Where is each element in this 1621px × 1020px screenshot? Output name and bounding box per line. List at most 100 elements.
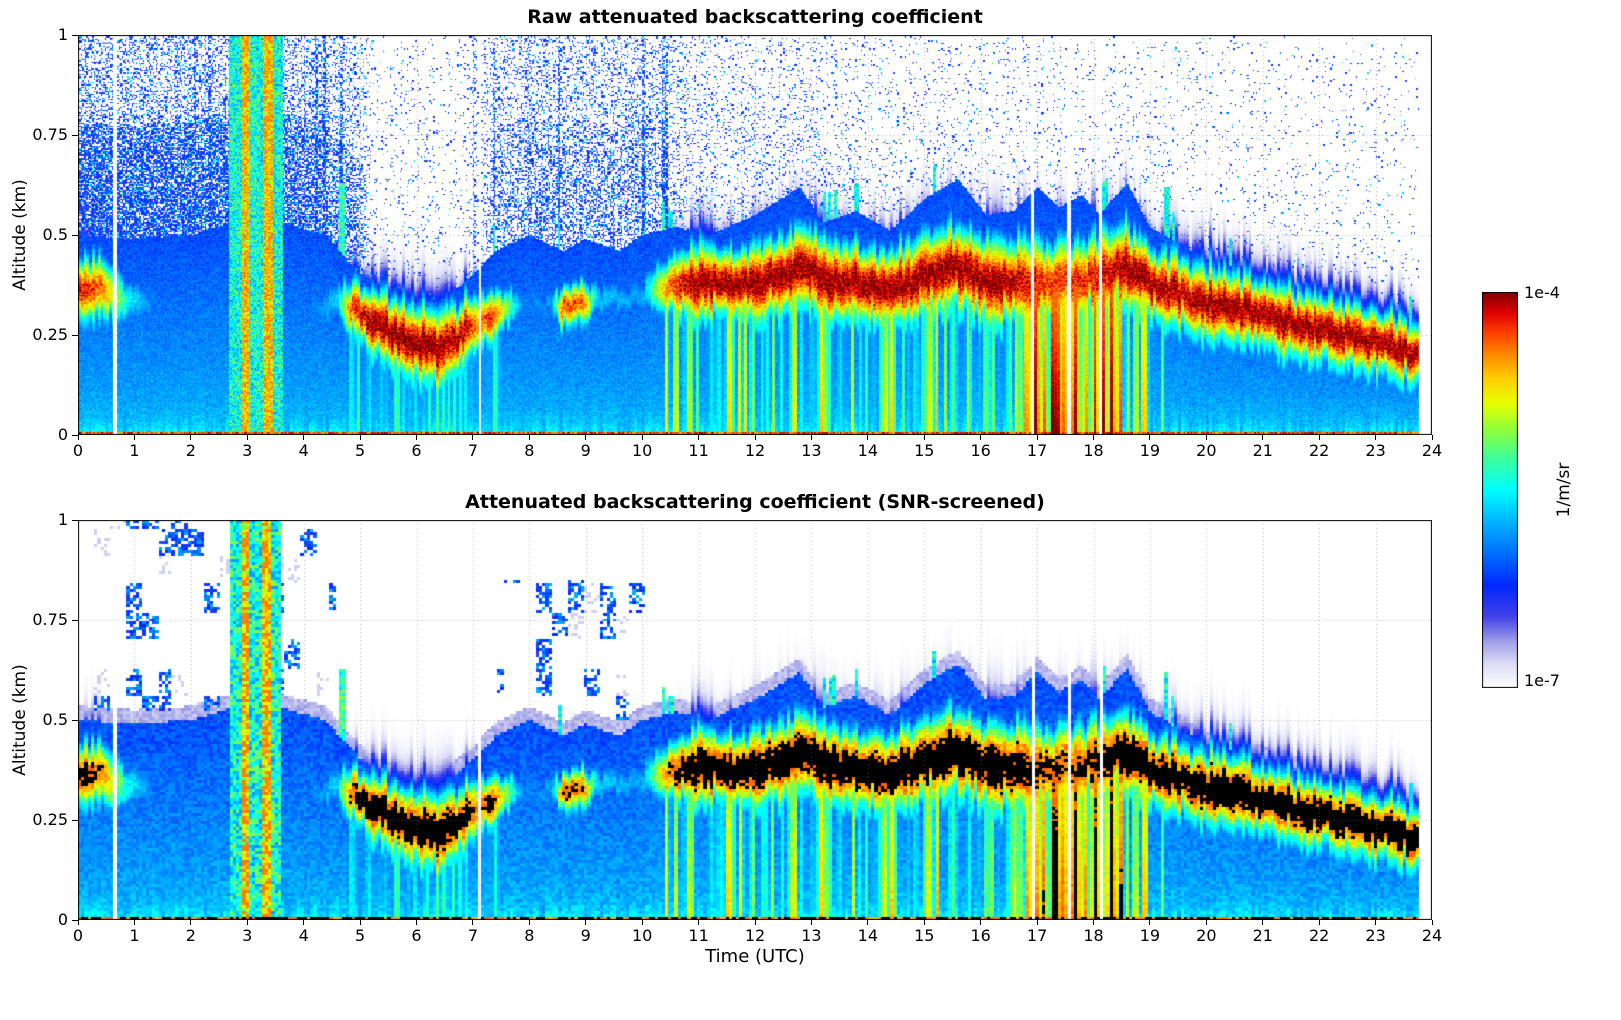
y-tick [72, 234, 78, 236]
y-tick-label: 0.25 [32, 325, 68, 344]
y-tick [72, 434, 78, 436]
x-tick-label: 7 [467, 441, 478, 460]
x-tick [698, 435, 700, 440]
colorbar-min-label: 1e-7 [1524, 671, 1560, 690]
x-tick-label: 23 [1365, 441, 1386, 460]
x-tick [1375, 920, 1377, 925]
x-tick [698, 920, 700, 925]
y-tick-label: 0.25 [32, 810, 68, 829]
y-tick-label: 0.75 [32, 125, 68, 144]
x-tick [1375, 435, 1377, 440]
x-tick [416, 920, 417, 925]
colorbar-units-label: 1/m/sr [1554, 462, 1574, 518]
x-tick [867, 920, 869, 925]
x-tick [472, 920, 474, 925]
x-tick [359, 435, 361, 440]
x-tick-label: 0 [72, 441, 84, 460]
x-tick-label: 14 [857, 441, 878, 460]
y-tick [72, 34, 78, 36]
x-tick [1431, 920, 1433, 925]
x-tick [1262, 435, 1264, 440]
y-tick-label: 0.75 [32, 610, 68, 629]
x-tick-label: 24 [1421, 926, 1443, 945]
y-tick-label: 0 [57, 425, 68, 444]
x-tick [1318, 920, 1320, 925]
x-tick [641, 435, 643, 440]
x-tick-label: 8 [524, 441, 535, 460]
y-tick-label: 0.5 [42, 710, 68, 729]
x-tick [77, 920, 79, 925]
x-tick-label: 19 [1139, 441, 1161, 460]
x-tick [867, 435, 869, 440]
x-tick-label: 6 [411, 926, 422, 945]
x-tick-label: 18 [1083, 926, 1104, 945]
x-tick-label: 23 [1365, 926, 1386, 945]
x-tick [1149, 435, 1151, 440]
x-tick [923, 920, 925, 925]
x-tick-label: 14 [857, 926, 878, 945]
x-tick [923, 435, 925, 440]
x-tick [1036, 435, 1038, 440]
x-tick [303, 920, 305, 925]
x-tick-label: 2 [185, 441, 196, 460]
x-tick [246, 435, 248, 440]
x-tick-label: 20 [1196, 926, 1217, 945]
x-tick-label: 1 [129, 926, 140, 945]
x-tick-label: 3 [242, 441, 253, 460]
x-tick [980, 920, 982, 925]
x-tick-label: 16 [970, 441, 991, 460]
x-tick [810, 920, 812, 925]
x-tick-label: 22 [1308, 441, 1330, 460]
x-tick [641, 920, 643, 925]
x-tick-label: 3 [242, 926, 253, 945]
x-tick [133, 920, 135, 925]
x-tick-label: 9 [580, 926, 591, 945]
x-tick [1205, 920, 1207, 925]
x-tick-label: 22 [1308, 926, 1330, 945]
y-tick [72, 819, 78, 821]
y-tick-label: 1 [57, 510, 68, 529]
panel1-heatmap-canvas [78, 35, 1432, 435]
x-tick-label: 21 [1252, 926, 1273, 945]
x-tick-label: 17 [1026, 441, 1048, 460]
x-tick-label: 5 [354, 441, 366, 460]
colorbar-max-label: 1e-4 [1524, 283, 1560, 302]
x-tick-label: 12 [744, 926, 766, 945]
x-tick [980, 435, 982, 440]
x-tick [1093, 920, 1094, 925]
x-tick [472, 435, 474, 440]
panel1-title: Raw attenuated backscattering coefficien… [527, 6, 983, 28]
x-tick [585, 920, 587, 925]
x-tick-label: 12 [744, 441, 766, 460]
x-tick-label: 9 [580, 441, 591, 460]
x-tick [754, 435, 756, 440]
x-tick [1318, 435, 1320, 440]
x-tick-label: 10 [631, 926, 653, 945]
x-tick-label: 20 [1196, 441, 1217, 460]
x-tick [1205, 435, 1207, 440]
x-tick [585, 435, 587, 440]
x-tick-label: 11 [688, 926, 709, 945]
x-tick [416, 435, 417, 440]
x-tick-label: 1 [129, 441, 140, 460]
y-tick [72, 619, 78, 621]
x-tick-label: 18 [1083, 441, 1104, 460]
panel2-title: Attenuated backscattering coefficient (S… [465, 491, 1045, 513]
x-tick-label: 11 [688, 441, 709, 460]
x-tick [190, 920, 192, 925]
x-tick-label: 2 [185, 926, 196, 945]
x-tick [1093, 435, 1094, 440]
x-tick [810, 435, 812, 440]
x-tick [528, 920, 530, 925]
y-tick-label: 0 [57, 910, 68, 929]
x-tick-label: 19 [1139, 926, 1161, 945]
x-tick [1036, 920, 1038, 925]
x-tick [1149, 920, 1151, 925]
y-tick [72, 334, 78, 336]
x-tick-label: 15 [914, 926, 935, 945]
x-tick-label: 0 [72, 926, 84, 945]
panel2-heatmap-canvas [78, 520, 1432, 920]
x-tick [1262, 920, 1264, 925]
x-tick-label: 24 [1421, 441, 1443, 460]
